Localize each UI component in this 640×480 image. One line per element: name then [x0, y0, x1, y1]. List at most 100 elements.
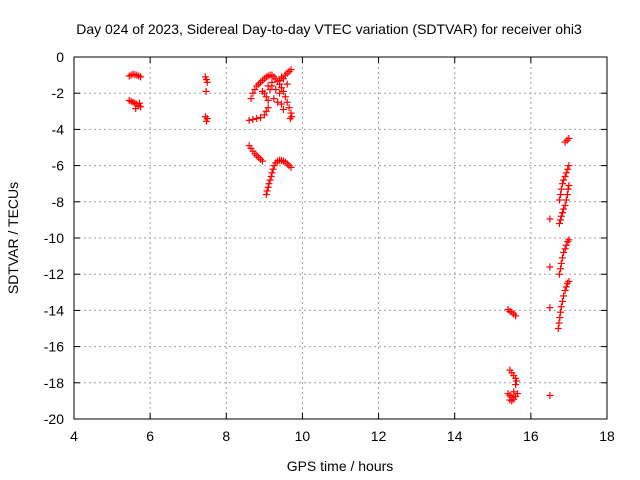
data-point [560, 292, 568, 300]
data-point [510, 388, 518, 396]
x-tick-label: 16 [523, 428, 539, 444]
data-point [557, 216, 565, 224]
data-point [557, 191, 565, 199]
data-point [269, 165, 277, 173]
data-point [281, 93, 289, 101]
data-point [274, 98, 282, 106]
data-point [276, 89, 284, 97]
data-point [560, 176, 568, 184]
data-point [264, 104, 272, 112]
data-point [260, 111, 268, 119]
y-axis-label: SDTVAR / TECUs [5, 182, 21, 294]
data-point [245, 116, 253, 124]
data-point [251, 86, 259, 94]
data-point [265, 180, 273, 188]
data-point [286, 115, 294, 123]
data-point [264, 82, 272, 90]
data-point [558, 209, 566, 217]
data-point [546, 215, 554, 223]
axis-ticks: 4 6 8 10 12 14 16 18 0 -2 -4 -6 -8 -10 -12 -14 -16 -18 -20 [44, 49, 615, 444]
data-point [272, 86, 280, 94]
data-point [512, 312, 520, 320]
data-point [512, 381, 520, 389]
chart-title: Day 024 of 2023, Sidereal Day-to-day VTE… [76, 21, 582, 37]
data-point [285, 104, 293, 112]
data-point [555, 196, 563, 204]
data-point [562, 241, 570, 249]
data-point [202, 117, 210, 125]
x-tick-label: 18 [599, 428, 615, 444]
data-point [202, 87, 210, 95]
y-tick-label: -10 [44, 230, 64, 246]
data-point [563, 279, 571, 287]
data-point [555, 319, 563, 327]
data-point [561, 286, 569, 294]
data-point [562, 169, 570, 177]
data-point [137, 103, 145, 111]
y-tick-label: -20 [44, 411, 64, 427]
data-point [546, 391, 554, 399]
data-point [565, 277, 573, 285]
data-point [262, 191, 270, 199]
y-tick-label: -6 [52, 158, 65, 174]
data-point [263, 187, 271, 195]
data-point [266, 176, 274, 184]
y-tick-label: 0 [56, 49, 64, 65]
data-point [249, 115, 257, 123]
data-point [562, 196, 570, 204]
data-point [563, 191, 571, 199]
data-point [267, 172, 275, 180]
data-point [135, 99, 143, 107]
data-point [554, 325, 562, 332]
data-point [561, 201, 569, 209]
data-point [283, 80, 291, 88]
data-point [132, 105, 140, 113]
data-point [565, 134, 573, 142]
data-point [565, 162, 573, 170]
data-point [283, 98, 291, 106]
data-point [557, 303, 565, 311]
data-point [555, 270, 563, 278]
data-point [287, 66, 295, 74]
data-point [287, 109, 295, 117]
y-tick-label: -18 [44, 375, 64, 391]
data-point [249, 89, 257, 97]
data-point [262, 93, 270, 101]
data-point [560, 205, 568, 213]
data-point [557, 308, 565, 316]
grid [74, 57, 607, 419]
data-point [557, 185, 565, 193]
data-point [562, 283, 570, 291]
y-tick-label: -4 [52, 121, 65, 137]
x-tick-label: 14 [447, 428, 463, 444]
data-point [287, 163, 295, 171]
data-point [560, 248, 568, 256]
data-point [557, 259, 565, 267]
x-tick-label: 12 [371, 428, 387, 444]
data-point [277, 100, 285, 108]
y-tick-label: -12 [44, 266, 64, 282]
data-point [264, 183, 272, 191]
data-point [546, 263, 554, 271]
data-point [557, 212, 565, 220]
data-point [258, 157, 266, 165]
data-point [561, 245, 569, 253]
x-tick-label: 8 [222, 428, 230, 444]
data-point [253, 115, 261, 123]
data-point [277, 73, 285, 81]
data-point [247, 95, 255, 103]
data-point [270, 95, 278, 103]
data-point [257, 114, 265, 122]
data-point [506, 396, 514, 404]
data-point [268, 169, 276, 177]
data-point [561, 172, 569, 180]
data-point [555, 220, 563, 228]
data-point [276, 77, 284, 85]
x-axis-label: GPS time / hours [287, 458, 394, 474]
data-point [565, 182, 573, 190]
data-point [137, 73, 145, 81]
y-tick-label: -14 [44, 302, 64, 318]
x-tick-label: 4 [70, 428, 78, 444]
y-tick-label: -8 [52, 194, 65, 210]
plot-frame [73, 56, 608, 420]
